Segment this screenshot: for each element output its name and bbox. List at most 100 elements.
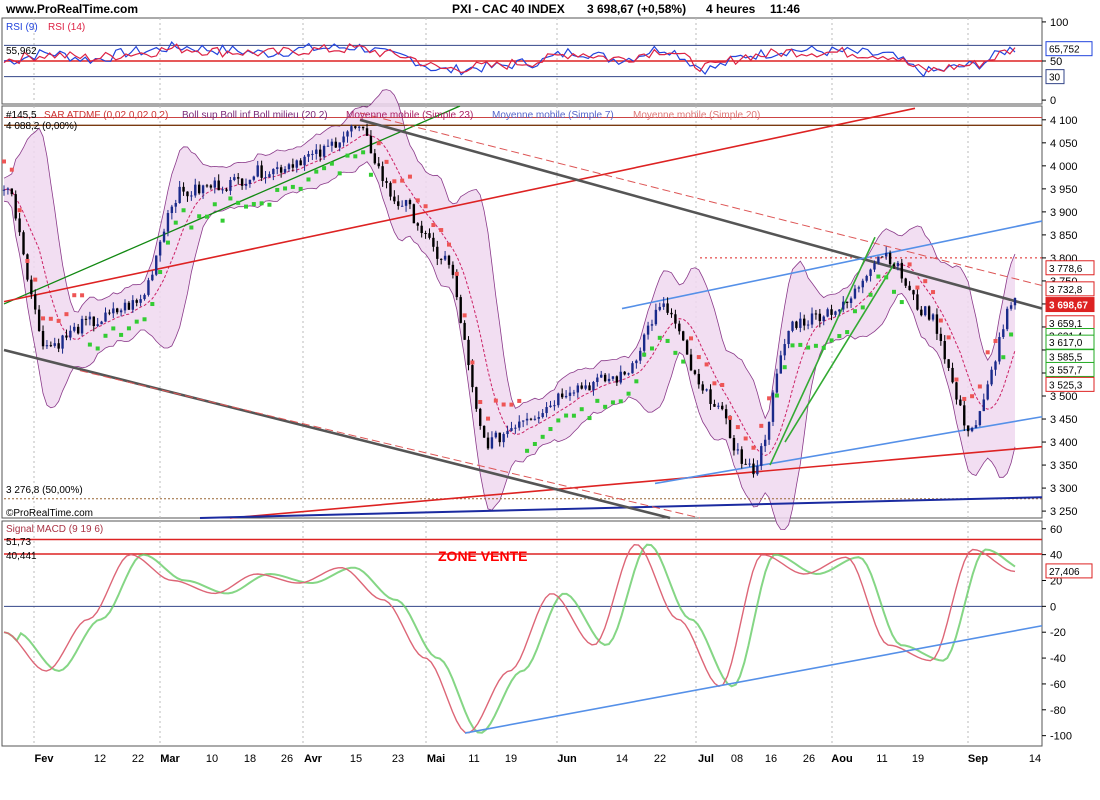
- candle-body: [627, 373, 630, 375]
- candle-body: [303, 156, 306, 166]
- candle-body: [966, 425, 970, 432]
- price-tag-label: 3 659,1: [1049, 319, 1083, 330]
- candle-body: [724, 409, 728, 419]
- candle-body: [439, 258, 443, 260]
- candle-body: [1005, 308, 1009, 330]
- sar-dot: [501, 402, 506, 407]
- sar-dot: [634, 379, 639, 384]
- sar-dot: [41, 316, 46, 321]
- price-tag-box: [1045, 361, 1095, 377]
- candle-body: [596, 377, 599, 383]
- sar-dot: [111, 326, 116, 331]
- candle-body: [26, 254, 29, 280]
- timeframe: 4 heures: [706, 2, 756, 16]
- candle-body: [838, 309, 841, 312]
- x-tick-label: Mai: [427, 753, 445, 765]
- candle-body: [369, 135, 373, 154]
- candle-body: [37, 309, 41, 331]
- candle-body: [272, 168, 275, 175]
- x-tick-label: Sep: [968, 753, 988, 765]
- price-tag-label: 3 557,7: [1049, 365, 1083, 376]
- sar-dot: [743, 436, 748, 441]
- candle-body: [194, 184, 197, 196]
- candle-body: [584, 385, 587, 389]
- sar-dot: [126, 326, 131, 331]
- sar-dot: [525, 448, 530, 453]
- candle-body: [701, 384, 704, 391]
- sar-dot: [689, 336, 694, 341]
- candle-body: [279, 167, 283, 173]
- candle-body: [404, 200, 408, 206]
- candle-body: [373, 153, 377, 164]
- sar-dot: [228, 196, 233, 201]
- macd-value-a: 51,73: [6, 537, 31, 548]
- candle-body: [959, 399, 962, 406]
- candle-body: [1009, 305, 1013, 309]
- macd-tick-label: -40: [1050, 653, 1066, 665]
- candle-body: [822, 316, 825, 322]
- candle-body: [963, 405, 966, 426]
- sar-dot: [657, 335, 662, 340]
- price-tag-box: [1045, 260, 1095, 276]
- candle-body: [174, 202, 177, 207]
- candle-body: [763, 439, 767, 447]
- candle-body: [600, 374, 603, 378]
- green-rally-line: [769, 236, 876, 466]
- sar-dot: [17, 208, 22, 213]
- candle-body: [732, 438, 736, 451]
- macd-tick-label: -20: [1050, 627, 1066, 639]
- price-tick-label: 3 400: [1050, 437, 1078, 449]
- candle-body: [689, 354, 693, 371]
- macd-signal-line: [3, 543, 1016, 734]
- candle-body: [877, 256, 880, 264]
- sar-dot: [189, 225, 194, 230]
- candle-body: [572, 392, 576, 394]
- candle-body: [631, 363, 634, 374]
- price-tick-label: 3 250: [1050, 506, 1078, 518]
- candle-body: [978, 411, 982, 426]
- sar-dot: [251, 202, 256, 207]
- candle-body: [143, 294, 146, 300]
- candle-body: [611, 376, 615, 379]
- candle-body: [916, 294, 919, 310]
- candle-body: [170, 206, 174, 214]
- sar-dot: [439, 228, 444, 233]
- rsi-14-line: [3, 43, 1016, 74]
- candle-body: [943, 340, 946, 360]
- site-label[interactable]: www.ProRealTime.com: [5, 2, 138, 16]
- candle-body: [53, 343, 56, 346]
- candle-body: [685, 340, 689, 355]
- x-tick-label: Aou: [831, 753, 852, 765]
- sar-dot: [649, 346, 654, 351]
- candle-body: [338, 142, 341, 148]
- candle-body: [924, 306, 927, 316]
- sar-dot: [64, 312, 69, 317]
- candle-body: [447, 255, 451, 265]
- candle-body: [6, 188, 10, 190]
- candle-body: [881, 256, 884, 258]
- candle-body: [767, 421, 771, 440]
- candle-body: [998, 336, 1001, 362]
- sar-dot: [103, 333, 108, 338]
- sar-dot: [595, 398, 600, 403]
- rsi-tag-label: 65,752: [1049, 45, 1080, 56]
- macd-trendline-blue: [464, 624, 1043, 734]
- price-tag-box: [1045, 281, 1095, 297]
- candle-body: [490, 437, 494, 449]
- macd-tag-label: 27,406: [1049, 567, 1080, 578]
- sar-dot: [610, 400, 615, 405]
- price-tag-box: [1045, 376, 1095, 392]
- macd-panel[interactable]: [1, 520, 1043, 747]
- candle-body: [810, 313, 814, 325]
- candle-body: [358, 126, 361, 128]
- sar-dot: [517, 398, 522, 403]
- candle-body: [845, 301, 849, 304]
- candle-body: [955, 382, 958, 400]
- sar-dot: [446, 242, 451, 247]
- candle-body: [264, 177, 267, 179]
- candle-body: [326, 145, 330, 147]
- price-tag-box: [1045, 334, 1095, 350]
- sar-dot: [876, 274, 881, 279]
- sar-dot: [392, 179, 397, 184]
- footer-site: ©ProRealTime.com: [6, 508, 93, 519]
